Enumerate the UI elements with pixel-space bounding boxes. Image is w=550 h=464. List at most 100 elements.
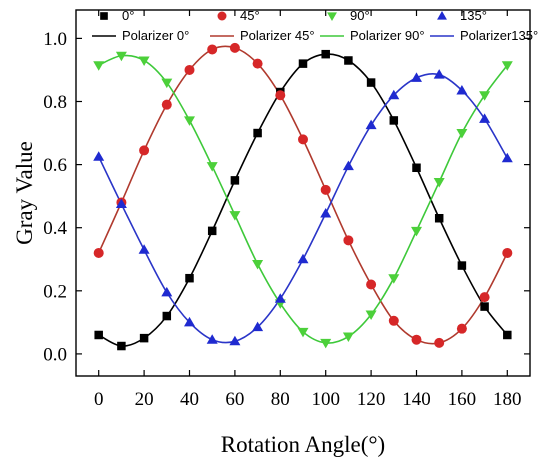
legend-marker <box>217 11 227 21</box>
data-point-series-0 <box>139 333 149 343</box>
data-point-series-3 <box>320 208 332 218</box>
data-point-series-3 <box>297 253 309 264</box>
x-tick-label: 0 <box>94 389 104 410</box>
data-point-series-3 <box>115 198 127 209</box>
data-point-series-3 <box>274 293 286 303</box>
data-point-series-3 <box>411 72 422 82</box>
data-point-series-0 <box>344 56 353 65</box>
data-point-series-1 <box>229 42 240 53</box>
data-point-series-3 <box>229 335 241 346</box>
data-point-series-0 <box>366 78 376 87</box>
axis-ticks: 0 20 40 60 80 100 120 140 160 180 0.0 0.2 0.4 0.6 0.8 1… <box>43 10 530 410</box>
data-point-series-1 <box>298 134 308 145</box>
data-point-series-3 <box>479 113 491 123</box>
data-point-series-2 <box>115 51 127 62</box>
data-point-series-1 <box>388 315 399 326</box>
data-point-series-2 <box>297 327 309 338</box>
y-tick-label: 0.2 <box>43 281 67 302</box>
data-point-series-0 <box>253 128 262 138</box>
data-point-series-1 <box>161 99 172 110</box>
data-point-series-1 <box>366 279 377 290</box>
data-point-series-0 <box>412 163 421 173</box>
data-point-series-1 <box>275 90 286 101</box>
data-point-series-2 <box>365 310 377 320</box>
legend-fit-label: Polarizer 0° <box>122 28 189 43</box>
data-point-series-0 <box>162 311 172 321</box>
legend-fit-label: Polarizer 90° <box>350 28 425 43</box>
data-point-series-0 <box>185 273 194 283</box>
data-point-series-0 <box>389 116 399 125</box>
data-point-series-0 <box>207 226 217 236</box>
data-point-series-2 <box>342 332 354 343</box>
x-tick-label: 100 <box>311 389 340 410</box>
data-point-series-0 <box>480 302 489 311</box>
data-point-series-2 <box>433 177 445 188</box>
data-point-series-2 <box>252 259 264 270</box>
y-tick-label: 0.6 <box>43 155 67 176</box>
fit-line-series-1 <box>97 45 509 345</box>
data-point-series-1 <box>434 337 445 348</box>
plot-frame <box>75 9 531 377</box>
data-point-series-0 <box>503 330 512 340</box>
y-tick-label: 0.8 <box>43 92 67 113</box>
data-point-series-1 <box>456 323 467 334</box>
data-point-series-1 <box>139 145 150 156</box>
data-point-series-3 <box>501 152 513 163</box>
legend-marker <box>100 12 108 20</box>
y-tick-label: 0.4 <box>43 218 67 239</box>
x-tick-label: 140 <box>402 389 431 410</box>
data-point-series-2 <box>138 56 150 66</box>
data-point-series-3 <box>456 84 468 95</box>
fit-line-series-0 <box>98 53 508 347</box>
x-tick-label: 180 <box>493 389 522 410</box>
data-point-series-2 <box>479 91 491 101</box>
legend-marker <box>437 11 447 20</box>
data-point-series-1 <box>411 334 422 345</box>
data-point-series-1 <box>502 247 513 258</box>
y-axis-title: Gray Value <box>12 141 37 245</box>
data-point-series-2 <box>229 211 241 221</box>
data-point-series-2 <box>411 226 422 237</box>
x-tick-label: 120 <box>357 389 386 410</box>
data-point-series-3 <box>161 286 173 297</box>
data-point-series-0 <box>94 330 103 340</box>
data-point-series-2 <box>320 338 332 349</box>
data-point-series-2 <box>501 61 513 71</box>
data-point-series-3 <box>184 316 195 327</box>
data-point-series-1 <box>184 64 195 75</box>
x-tick-label: 20 <box>135 389 154 410</box>
data-point-series-0 <box>457 261 467 270</box>
legend-marker <box>327 12 337 21</box>
data-point-series-3 <box>206 334 218 344</box>
legend-label: 90° <box>350 8 370 23</box>
data-point-series-3 <box>342 160 354 171</box>
x-tick-label: 40 <box>180 389 199 410</box>
data-point-series-3 <box>93 151 105 161</box>
data-point-series-3 <box>365 119 377 130</box>
data-point-series-2 <box>161 78 173 89</box>
data-point-series-2 <box>93 61 105 71</box>
legend-label: 45° <box>240 8 260 23</box>
fit-line-series-3 <box>97 73 508 344</box>
data-point-series-2 <box>388 274 400 284</box>
data-point-series-1 <box>479 292 490 303</box>
fit-line-series-2 <box>98 54 508 344</box>
data-point-series-2 <box>206 162 218 172</box>
data-point-series-3 <box>388 89 400 100</box>
data-point-series-0 <box>117 341 126 351</box>
data-point-series-3 <box>433 69 445 79</box>
x-tick-label: 160 <box>448 389 477 410</box>
data-point-series-1 <box>343 235 354 246</box>
data-point-series-2 <box>456 129 468 139</box>
x-tick-label: 80 <box>271 389 290 410</box>
data-point-series-3 <box>138 244 150 254</box>
data-point-series-0 <box>434 213 444 223</box>
data-point-series-0 <box>321 49 330 59</box>
legend: 0° Polarizer 0° 45° Polarizer 45° 90° Polariz… <box>92 8 538 43</box>
x-axis-title: Rotation Angle(°) <box>221 432 385 457</box>
data-point-series-0 <box>298 59 308 68</box>
data-markers <box>93 42 513 351</box>
data-point-series-2 <box>184 116 195 126</box>
legend-fit-label: Polarizer 45° <box>240 28 315 43</box>
